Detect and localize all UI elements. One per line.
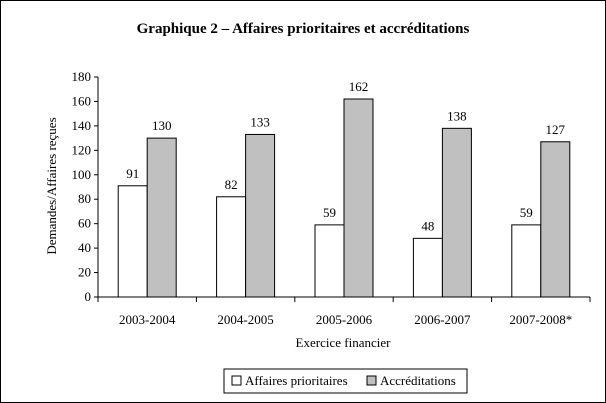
bar-accreditations [245,133,276,298]
x-tick-label: 2005-2006 [316,312,373,327]
x-tick-label: 2003-2004 [119,312,176,327]
y-tick-label: 80 [78,191,91,206]
data-label: 133 [250,114,270,129]
legend-box [223,368,468,394]
y-tick-label: 140 [72,118,92,133]
data-label: 130 [152,118,172,133]
data-label: 59 [520,205,533,220]
y-tick-label: 100 [72,167,92,182]
x-tick-label: 2006-2007 [414,312,471,327]
x-axis-label: Exercice financier [296,335,392,350]
legend-swatch [366,375,377,386]
bar-affaires-prioritaires [117,185,148,298]
y-tick-label: 120 [72,142,92,157]
y-tick-label: 60 [78,216,91,231]
data-label: 91 [126,166,139,181]
bar-accreditations [441,127,472,298]
data-label: 138 [447,108,467,123]
y-axis-label: Demandes/Affaires reçues [44,117,59,254]
bar-affaires-prioritaires [412,237,443,298]
y-tick-label: 20 [78,265,91,280]
legend-label: Affaires prioritaires [245,373,348,388]
chart-title: Graphique 2 – Affaires prioritaires et a… [137,21,470,37]
data-label: 59 [323,205,336,220]
bar-affaires-prioritaires [511,224,542,298]
y-tick-label: 0 [85,289,92,304]
bar-affaires-prioritaires [314,224,345,298]
data-label: 127 [546,122,566,137]
bar-accreditations [540,141,571,298]
y-tick-label: 160 [72,93,92,108]
plot-area: 0 20 40 60 80 100 120 140 160 180 91 130 2003-2004 82… [72,69,591,327]
bar-accreditations [343,98,374,298]
data-label: 48 [421,218,434,233]
legend: Affaires prioritaires Accréditations [223,368,468,394]
x-tick-label: 2004-2005 [217,312,273,327]
legend-label: Accréditations [380,373,456,388]
bar-affaires-prioritaires [216,196,247,298]
y-tick-label: 180 [72,69,92,84]
legend-swatch [231,375,242,386]
data-label: 162 [349,79,369,94]
bar-accreditations [146,137,177,298]
data-label: 82 [225,177,238,192]
y-tick-label: 40 [78,240,91,255]
x-tick-label: 2007-2008* [509,312,572,327]
